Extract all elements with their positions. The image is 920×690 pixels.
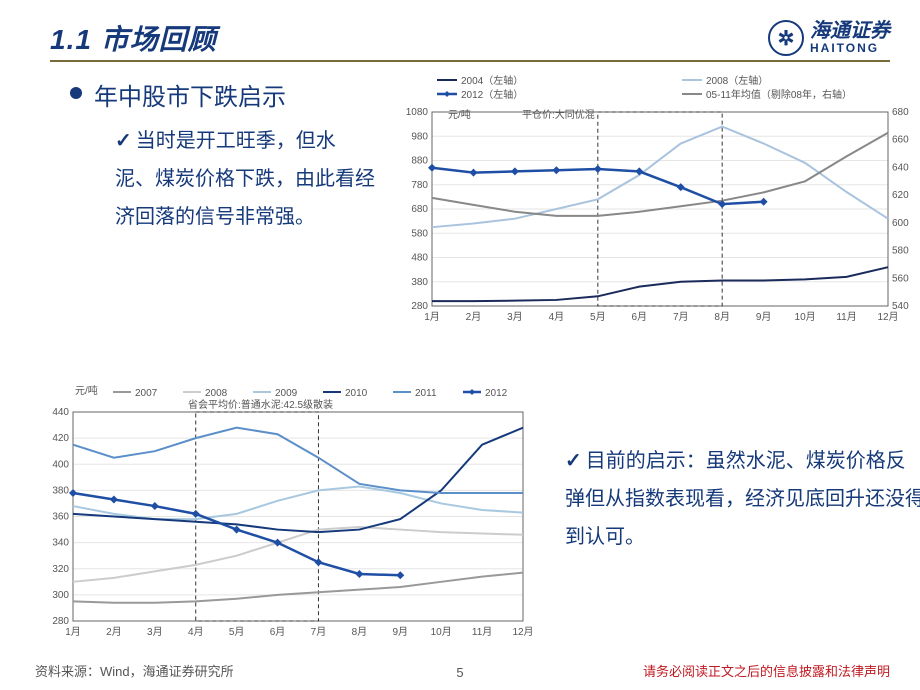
svg-text:10月: 10月	[795, 311, 816, 323]
page-number: 5	[456, 665, 463, 680]
svg-text:280: 280	[52, 616, 69, 627]
svg-text:8月: 8月	[714, 311, 730, 323]
svg-text:元/吨: 元/吨	[448, 108, 471, 121]
bullet-icon	[70, 87, 82, 99]
svg-text:12月: 12月	[877, 311, 898, 323]
divider	[50, 60, 890, 62]
svg-text:2012: 2012	[485, 388, 508, 399]
chart-coal-price: 280 380 480 580 680 780 880 980 1080 540 560 580 600…	[390, 72, 920, 332]
svg-text:440: 440	[52, 407, 69, 418]
svg-text:1月: 1月	[424, 311, 440, 323]
footer-disclaimer: 请务必阅读正文之后的信息披露和法律声明	[643, 661, 890, 680]
svg-text:280: 280	[411, 301, 428, 312]
chart-cement-price: 280 300 320 340 360 380 400 420 440 1月 2月 3月 4月 5月 6月 7…	[35, 382, 535, 647]
header: 1.1 市场回顾 ✲ 海通证券 HAITONG	[50, 18, 890, 58]
svg-text:2011: 2011	[415, 388, 437, 399]
svg-text:640: 640	[892, 162, 909, 173]
svg-text:平仓价:大同优混: 平仓价:大同优混	[522, 108, 595, 121]
slide-title: 1.1 市场回顾	[50, 18, 217, 58]
svg-text:560: 560	[892, 273, 909, 284]
svg-text:2月: 2月	[106, 626, 122, 638]
svg-text:420: 420	[52, 433, 69, 444]
svg-text:380: 380	[411, 277, 428, 288]
svg-text:320: 320	[52, 564, 69, 575]
svg-text:680: 680	[411, 204, 428, 215]
svg-text:6月: 6月	[631, 311, 647, 323]
svg-text:300: 300	[52, 590, 69, 601]
svg-text:3月: 3月	[147, 626, 163, 638]
svg-text:540: 540	[892, 301, 909, 312]
svg-text:580: 580	[411, 228, 428, 239]
svg-text:5月: 5月	[590, 311, 606, 323]
footer-source: 资料来源：Wind，海通证券研究所	[35, 661, 234, 680]
svg-text:4月: 4月	[188, 626, 204, 638]
svg-text:780: 780	[411, 180, 428, 191]
svg-text:12月: 12月	[512, 626, 533, 638]
svg-text:2008: 2008	[205, 388, 228, 399]
check-icon: ✓	[565, 450, 582, 472]
svg-text:11月: 11月	[836, 311, 856, 323]
svg-text:980: 980	[411, 131, 428, 142]
svg-text:10月: 10月	[431, 626, 452, 638]
svg-text:7月: 7月	[673, 311, 689, 323]
logo-en: HAITONG	[810, 42, 890, 55]
svg-text:2004（左轴）: 2004（左轴）	[461, 74, 523, 87]
svg-text:2008（左轴）: 2008（左轴）	[706, 74, 768, 87]
svg-text:11月: 11月	[472, 626, 492, 638]
svg-text:2012（左轴）: 2012（左轴）	[461, 88, 523, 101]
main-bullet-text: 年中股市下跌启示	[94, 77, 286, 112]
svg-text:5月: 5月	[229, 626, 245, 638]
svg-text:7月: 7月	[311, 626, 327, 638]
svg-text:600: 600	[892, 218, 909, 229]
logo-icon: ✲	[768, 20, 804, 56]
svg-text:2月: 2月	[466, 311, 482, 323]
svg-text:1080: 1080	[406, 107, 429, 118]
svg-text:660: 660	[892, 135, 909, 146]
svg-text:4月: 4月	[549, 311, 565, 323]
svg-text:1月: 1月	[65, 626, 81, 638]
svg-text:2009: 2009	[275, 388, 298, 399]
content: 年中股市下跌启示 ✓当时是开工旺季，但水泥、煤炭价格下跌，由此看经济回落的信号非…	[50, 72, 890, 662]
svg-text:580: 580	[892, 246, 909, 257]
sub-bullet-1: ✓当时是开工旺季，但水泥、煤炭价格下跌，由此看经济回落的信号非常强。	[115, 122, 375, 236]
svg-text:9月: 9月	[392, 626, 408, 638]
svg-text:400: 400	[52, 459, 69, 470]
sub-bullet-2: ✓目前的启示：虽然水泥、煤炭价格反弹但从指数表现看，经济见底回升还没得到认可。	[565, 442, 920, 556]
logo-cn: 海通证券	[810, 21, 890, 42]
svg-text:元/吨: 元/吨	[75, 384, 98, 397]
svg-text:2007: 2007	[135, 388, 158, 399]
svg-text:省会平均价:普通水泥:42.5级散装: 省会平均价:普通水泥:42.5级散装	[188, 398, 333, 411]
check-icon: ✓	[115, 130, 132, 152]
svg-text:880: 880	[411, 156, 428, 167]
svg-text:340: 340	[52, 538, 69, 549]
svg-text:2010: 2010	[345, 388, 368, 399]
svg-text:6月: 6月	[270, 626, 286, 638]
svg-text:380: 380	[52, 485, 69, 496]
main-bullet: 年中股市下跌启示	[70, 77, 286, 112]
svg-text:360: 360	[52, 512, 69, 523]
svg-text:620: 620	[892, 190, 909, 201]
svg-text:480: 480	[411, 253, 428, 264]
svg-text:3月: 3月	[507, 311, 523, 323]
svg-text:9月: 9月	[756, 311, 772, 323]
logo: ✲ 海通证券 HAITONG	[768, 20, 890, 56]
svg-text:680: 680	[892, 107, 909, 118]
svg-text:05-11年均值（剔除08年，右轴）: 05-11年均值（剔除08年，右轴）	[706, 88, 852, 101]
svg-text:8月: 8月	[352, 626, 368, 638]
slide: 1.1 市场回顾 ✲ 海通证券 HAITONG 年中股市下跌启示 ✓当时是开工旺…	[0, 0, 920, 690]
